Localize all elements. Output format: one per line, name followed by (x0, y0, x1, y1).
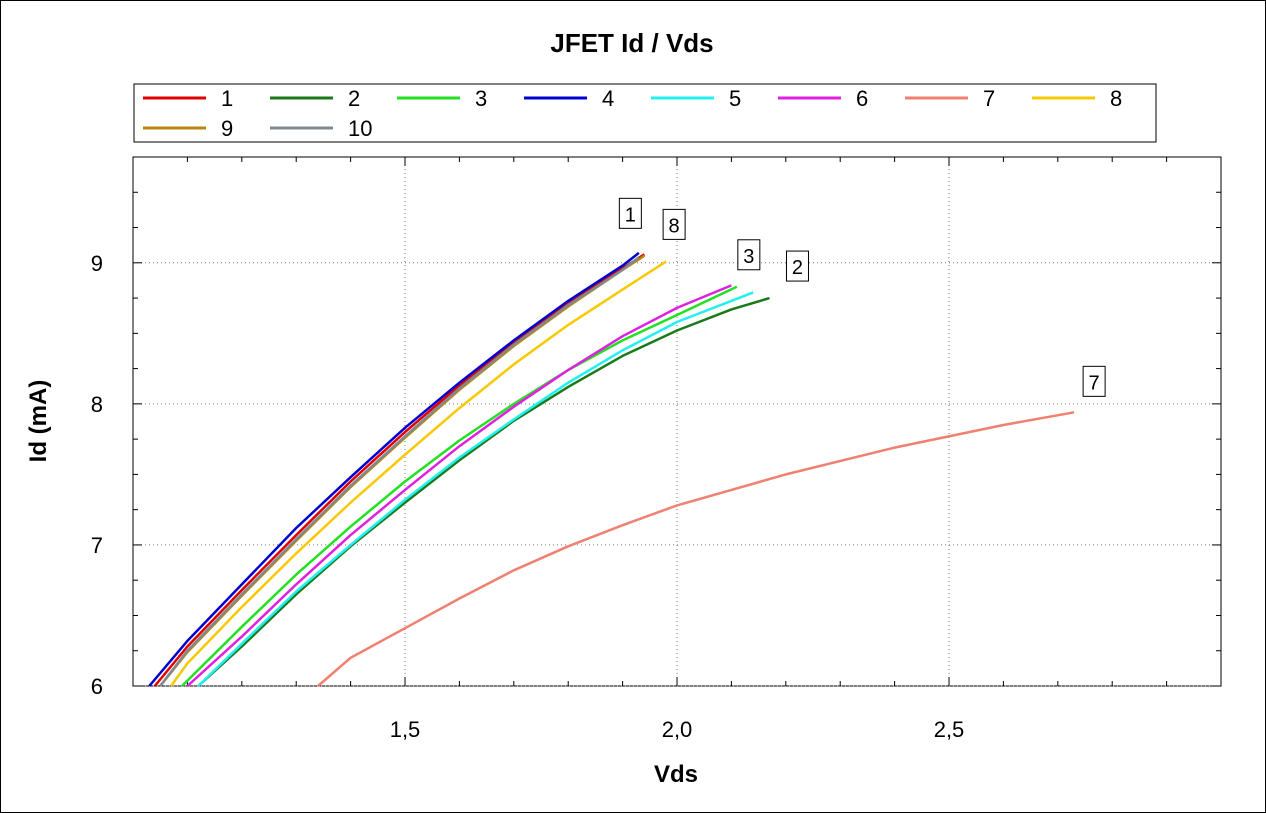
y-tick-label: 8 (91, 392, 103, 417)
legend-item-1: 1 (143, 86, 233, 111)
series-line-7 (317, 411, 1075, 687)
legend-box (133, 83, 1157, 143)
legend-label: 8 (1110, 86, 1122, 111)
legend-item-2: 2 (270, 86, 360, 111)
legend-label: 5 (729, 86, 741, 111)
legend-label: 1 (221, 86, 233, 111)
legend-item-10: 10 (270, 116, 372, 141)
legend-item-6: 6 (778, 86, 868, 111)
chart-title: JFET Id / Vds (550, 28, 713, 58)
legend-label: 4 (602, 86, 614, 111)
series-line-5 (197, 291, 754, 687)
legend-label: 7 (983, 86, 995, 111)
y-tick-label: 6 (91, 674, 103, 699)
legend-item-7: 7 (905, 86, 995, 111)
legend-item-9: 9 (143, 116, 233, 141)
x-axis-title: Vds (654, 761, 698, 788)
series-end-label-text: 8 (669, 215, 680, 237)
series-end-label-1: 1 (618, 197, 642, 229)
series-end-label-7: 7 (1082, 365, 1106, 397)
series-line-8 (170, 260, 667, 687)
legend-label: 10 (348, 116, 372, 141)
series-end-label-text: 2 (792, 257, 803, 279)
legend-item-5: 5 (651, 86, 741, 111)
x-tick-label: 2,0 (662, 717, 693, 742)
series-line-6 (186, 284, 732, 687)
legend-label: 6 (856, 86, 868, 111)
legend-label: 9 (221, 116, 233, 141)
axis-ticks (132, 156, 1222, 687)
series-end-label-text: 1 (625, 204, 636, 226)
legend-item-3: 3 (397, 86, 487, 111)
series-end-label-3: 3 (737, 239, 761, 271)
series-line-4 (148, 251, 640, 687)
series-line-10 (159, 256, 640, 687)
x-tick-label: 2,5 (934, 717, 965, 742)
legend-label: 2 (348, 86, 360, 111)
tick-labels: 1,5 2,0 2,5 6 7 8 9 (91, 251, 965, 742)
series-lines (148, 251, 1075, 687)
series-end-labels: 1 8 3 2 7 (618, 197, 1106, 397)
x-tick-label: 1,5 (390, 717, 421, 742)
series-end-label-2: 2 (785, 250, 809, 282)
legend-label: 3 (475, 86, 487, 111)
legend-item-4: 4 (524, 86, 614, 111)
series-end-label-text: 7 (1089, 372, 1100, 394)
legend: 1 2 3 4 5 6 7 8 9 10 (143, 86, 1122, 141)
y-axis-title: Id (mA) (25, 380, 52, 463)
legend-item-8: 8 (1032, 86, 1122, 111)
y-tick-label: 9 (91, 251, 103, 276)
series-line-3 (181, 285, 738, 687)
series-line-2 (197, 296, 770, 687)
y-tick-label: 7 (91, 533, 103, 558)
series-end-label-8: 8 (662, 208, 686, 240)
series-end-label-text: 3 (743, 246, 754, 268)
